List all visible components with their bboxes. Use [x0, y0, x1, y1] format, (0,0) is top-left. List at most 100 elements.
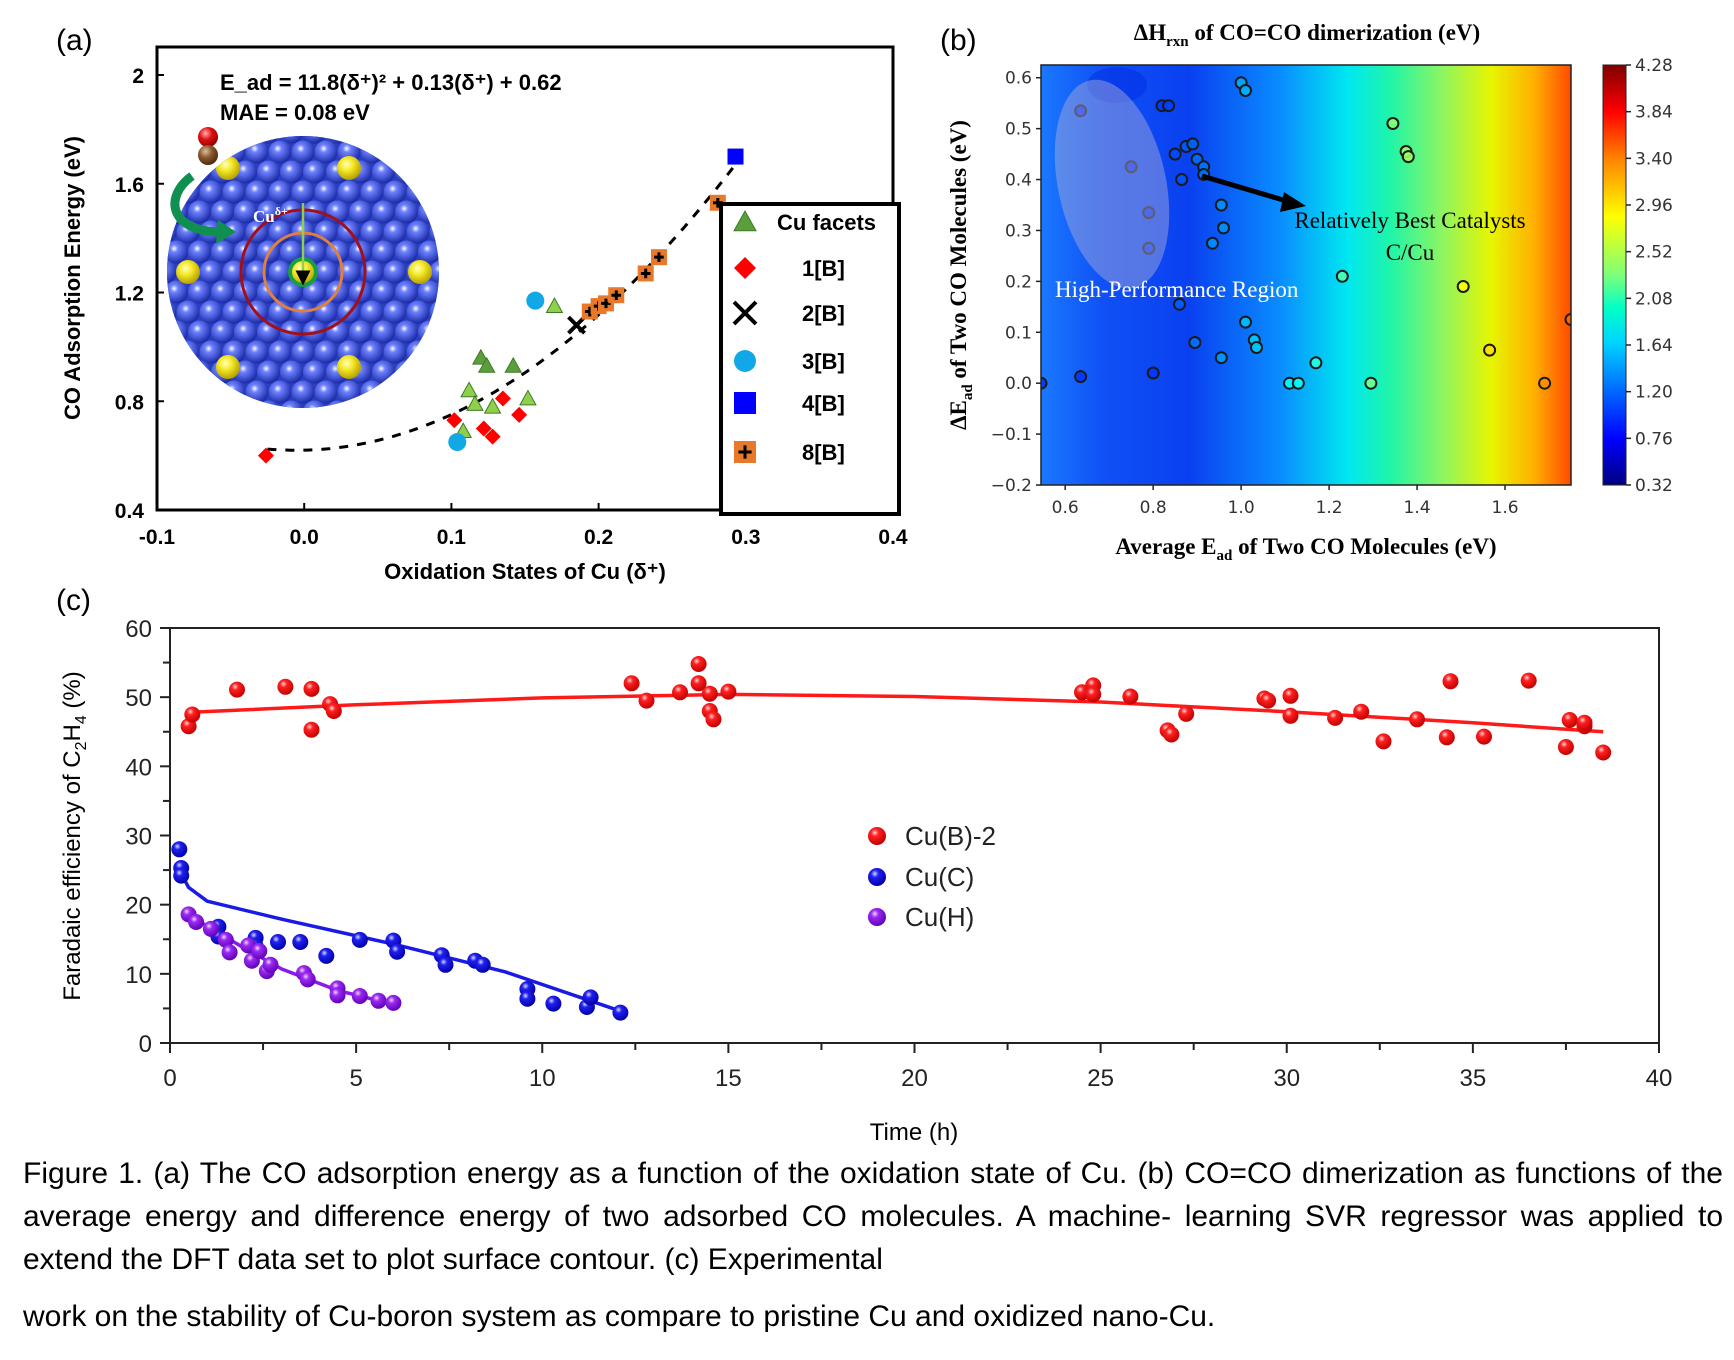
cu-atom [453, 221, 476, 244]
cu-atom [303, 240, 326, 264]
cu-atom [131, 141, 154, 164]
data-point-cu-facets [460, 381, 478, 398]
dft-data-point [1142, 206, 1156, 220]
cu-atom [337, 260, 361, 284]
cu-atom [199, 300, 223, 324]
panel-label-b: (b) [940, 24, 977, 57]
cu-atom [418, 360, 439, 384]
cu-atom [119, 201, 142, 224]
cu-atom [372, 280, 395, 304]
data-point-cu-b-2 [1163, 726, 1180, 743]
x-axis-label-a: Oxidation States of Cu (δ⁺) [384, 559, 666, 584]
cu-atom [199, 260, 223, 284]
fit-mae: MAE = 0.08 eV [220, 100, 370, 125]
data-point-cu-b-2 [1085, 686, 1102, 703]
data-point-cu-b-2 [701, 685, 718, 702]
y-tick-label-b: 0.4 [1005, 171, 1032, 191]
dft-data-point [1206, 236, 1219, 250]
cu-atom [349, 400, 372, 408]
cu-atom [487, 201, 510, 224]
data-point-cu-facets [466, 394, 484, 411]
data-point-8-b--plus [640, 268, 651, 279]
data-point-3-b- [448, 433, 467, 452]
cu-atom [291, 180, 315, 204]
cu-atom [176, 380, 200, 404]
dft-data-point [1168, 147, 1182, 161]
cu-atom [372, 136, 395, 144]
cu-atom [119, 361, 142, 384]
cu-atom [383, 340, 407, 364]
cu-atom [188, 400, 211, 408]
cu-atom [142, 161, 165, 184]
data-point-8-b--plus [654, 252, 664, 262]
dft-data-point [1538, 376, 1552, 390]
cu-atom [429, 300, 439, 324]
data-point-cu-h- [262, 956, 279, 973]
cu-atom [280, 400, 303, 408]
cu-atom [188, 200, 211, 224]
dft-data-point [1214, 198, 1228, 212]
dft-data-point [1364, 376, 1378, 390]
data-point-cu-b-2 [1353, 703, 1370, 720]
data-point-cu-b-2 [1122, 688, 1139, 705]
cu-atom [441, 121, 464, 144]
cu-atom [142, 401, 165, 424]
cu-atom [349, 320, 372, 344]
cu-atom [176, 340, 200, 364]
cu-atom [246, 421, 269, 444]
data-point-8-b- [637, 265, 654, 282]
cu-atom [349, 200, 372, 224]
cu-atom [429, 140, 439, 164]
data-point-cu-c- [292, 934, 309, 950]
cu-atom [360, 180, 384, 204]
cu-atom [487, 161, 510, 184]
cu-atom [406, 380, 430, 404]
colorbar-tick-label: 3.40 [1635, 149, 1673, 169]
cu-atom [142, 361, 165, 384]
cu-atom [372, 400, 395, 408]
cu-atom [188, 240, 211, 264]
x-tick-label-a: 0.4 [878, 526, 908, 549]
dft-data-point [1401, 150, 1415, 164]
x-tick-label-a: 0.0 [290, 526, 319, 549]
cu-atom [383, 140, 407, 164]
cu-atom [314, 380, 338, 404]
best-catalyst-sublabel: C/Cu [1386, 240, 1435, 265]
legend-marker-cu-h- [868, 908, 886, 926]
dft-data-point [1041, 376, 1048, 390]
y-tick-label-c: 0 [139, 1031, 152, 1058]
cu-atom [292, 421, 315, 444]
legend-c: Cu(B)-2 Cu(C) Cu(H) [868, 821, 996, 932]
data-point-cu-facets [483, 397, 502, 414]
cu-atom [280, 360, 303, 384]
cu-atom [464, 121, 487, 144]
cu-atom [280, 240, 303, 264]
dft-data-point [1564, 313, 1571, 326]
data-point-cu-h- [385, 994, 402, 1011]
cu-atom [314, 340, 338, 364]
cu-atom [108, 141, 131, 164]
legend-marker-cu-facets [733, 209, 757, 232]
cu-atom [441, 281, 464, 304]
high-performance-label: High-Performance Region [1055, 277, 1299, 302]
cu-atom [372, 360, 395, 384]
data-point-cu-h- [202, 920, 219, 937]
dopant-atom [216, 355, 240, 379]
cu-atom [395, 400, 418, 408]
cu-atom [418, 200, 439, 224]
cu-atom [360, 260, 384, 284]
data-point-cu-facets [477, 356, 496, 373]
cu-atom [167, 280, 188, 304]
cu-atom [211, 200, 234, 224]
cu-atom [303, 400, 326, 408]
data-point-cu-h- [329, 987, 346, 1004]
legend-label-a: 4[B] [802, 391, 845, 416]
cu-atom [108, 101, 131, 124]
cu-atom [234, 200, 257, 224]
cu-atom [314, 180, 338, 204]
data-point-cu-b-2 [277, 678, 294, 695]
data-point-cu-b-2 [1282, 687, 1299, 704]
caption-line: Figure 1. (a) The CO adsorption energy a… [23, 1157, 1464, 1190]
legend-marker-8-b- [734, 441, 756, 463]
cu-atom [383, 260, 407, 284]
